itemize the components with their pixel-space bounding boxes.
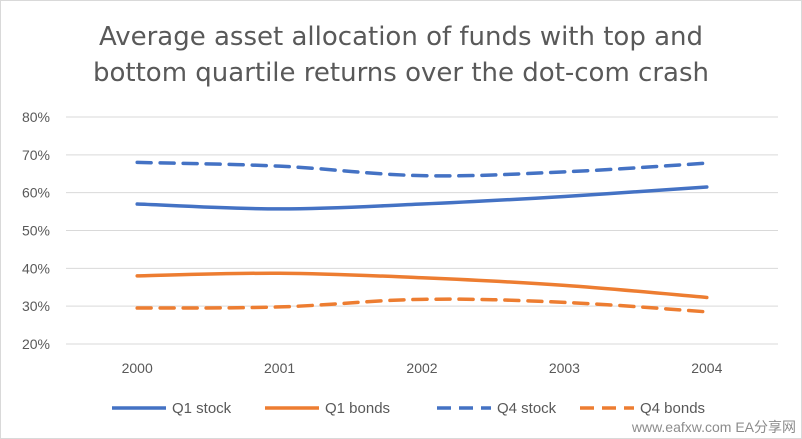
watermark: www.eafxw.com EA分享网 <box>631 419 796 435</box>
y-tick-label: 60% <box>22 185 50 201</box>
legend-label: Q1 bonds <box>325 400 390 417</box>
x-tick-label: 2000 <box>122 360 153 376</box>
series-line-q1-bonds <box>135 271 709 300</box>
legend: Q1 stock Q1 bonds Q4 stock Q4 bonds <box>112 400 705 417</box>
y-axis-ticks: 20% 30% 40% 50% 60% 70% 80% <box>22 109 50 352</box>
y-tick-label: 80% <box>22 109 50 125</box>
x-axis-ticks: 2000 2001 2002 2003 2004 <box>122 360 723 376</box>
y-tick-label: 50% <box>22 223 50 239</box>
series-line-q4-bonds <box>135 297 709 314</box>
chart-title-line-2: bottom quartile returns over the dot-com… <box>92 58 709 88</box>
x-tick-label: 2001 <box>264 360 295 376</box>
chart-title-line-1: Average asset allocation of funds with t… <box>98 22 704 52</box>
y-tick-label: 40% <box>22 260 50 276</box>
x-tick-label: 2004 <box>691 360 722 376</box>
y-tick-label: 70% <box>22 147 50 163</box>
y-tick-label: 20% <box>22 336 50 352</box>
y-tick-label: 30% <box>22 298 50 314</box>
legend-label: Q4 bonds <box>640 400 705 417</box>
series-line-q4-stock <box>135 160 709 178</box>
series-line-q1-stock <box>135 185 709 211</box>
x-tick-label: 2003 <box>549 360 580 376</box>
legend-label: Q4 stock <box>497 400 557 417</box>
gridlines <box>66 116 778 345</box>
legend-label: Q1 stock <box>172 400 232 417</box>
series-lines <box>135 160 709 314</box>
x-tick-label: 2002 <box>406 360 437 376</box>
